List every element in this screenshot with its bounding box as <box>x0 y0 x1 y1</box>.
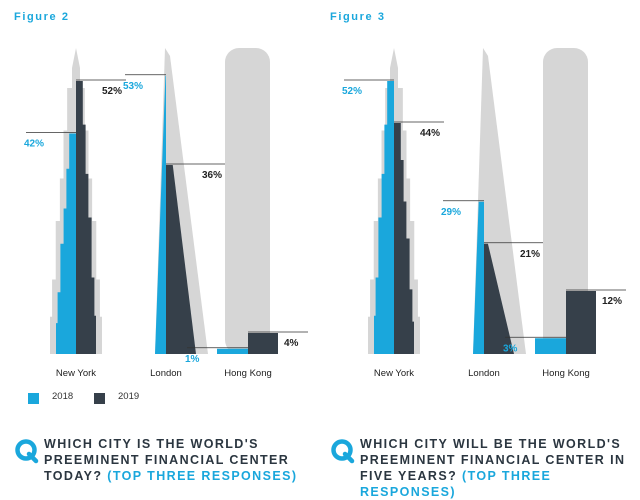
value-label-2018: 52% <box>342 86 362 97</box>
value-label-2019: 21% <box>520 249 540 260</box>
question-figure-2: WHICH CITY IS THE WORLD'S PREEMINENT FIN… <box>14 436 314 492</box>
legend-label-2018: 2018 <box>52 391 74 402</box>
bar-2018-hong-kong <box>217 348 248 354</box>
question-line-1: WHICH CITY WILL BE THE WORLD'S <box>360 437 622 451</box>
bar-2018-new-york <box>374 81 394 354</box>
bar-2019-new-york <box>394 123 414 354</box>
bar-2018-london <box>473 201 484 354</box>
hong-kong-silhouette <box>543 48 588 354</box>
question-line-3-a: FIVE YEARS? <box>360 469 463 483</box>
value-label-2018: 53% <box>123 81 143 92</box>
question-line-2: PREEMINENT FINANCIAL CENTER IN <box>360 453 626 467</box>
question-line-3-a: TODAY? <box>44 469 108 483</box>
value-label-2018: 1% <box>185 354 200 365</box>
bar-2018-new-york <box>56 133 76 354</box>
question-text: WHICH CITY IS THE WORLD'S PREEMINENT FIN… <box>44 436 314 484</box>
legend-swatch-2018 <box>28 393 39 404</box>
figure-3-chart: 52% 44% New York 29% 21% London 3% 12% Hong Kong <box>342 48 626 379</box>
question-text: WHICH CITY WILL BE THE WORLD'S PREEMINEN… <box>360 436 630 500</box>
category-label-new-york: New York <box>56 368 96 379</box>
value-label-2019: 52% <box>102 86 122 97</box>
value-label-2018: 29% <box>441 207 461 218</box>
legend-label-2019: 2019 <box>118 391 140 402</box>
value-label-2018: 42% <box>24 139 44 150</box>
figure-2-title: Figure 2 <box>14 11 70 23</box>
value-label-2019: 4% <box>284 338 299 349</box>
question-line-1: WHICH CITY IS THE WORLD'S <box>44 437 259 451</box>
bar-2018-london <box>155 75 166 354</box>
legend-swatch-2019 <box>94 393 105 404</box>
question-line-3: FIVE YEARS? (TOP THREE RESPONSES) <box>360 468 630 500</box>
category-label-london: London <box>150 368 182 379</box>
category-label-hong-kong: Hong Kong <box>542 368 590 379</box>
question-line-2: PREEMINENT FINANCIAL CENTER <box>44 453 290 467</box>
question-figure-3: WHICH CITY WILL BE THE WORLD'S PREEMINEN… <box>330 436 630 499</box>
bar-2019-london <box>166 165 196 354</box>
value-label-2019: 12% <box>602 296 622 307</box>
value-label-2018: 3% <box>503 343 518 354</box>
value-label-2019: 36% <box>202 170 222 181</box>
bar-2019-hong-kong <box>566 291 596 354</box>
question-line-3: TODAY? (TOP THREE RESPONSES) <box>44 468 314 484</box>
category-label-london: London <box>468 368 500 379</box>
bar-2019-london <box>484 243 514 354</box>
q-icon <box>331 439 355 464</box>
bar-2018-hong-kong <box>535 338 566 354</box>
value-label-2019: 44% <box>420 128 440 139</box>
question-line-3-highlight: (TOP THREE RESPONSES) <box>107 469 298 483</box>
figure-3-title: Figure 3 <box>330 11 386 23</box>
hong-kong-silhouette <box>225 48 270 354</box>
category-label-new-york: New York <box>374 368 414 379</box>
bar-2019-hong-kong <box>248 333 278 354</box>
bar-2019-new-york <box>76 81 96 354</box>
q-icon <box>15 439 39 464</box>
category-label-hong-kong: Hong Kong <box>224 368 272 379</box>
